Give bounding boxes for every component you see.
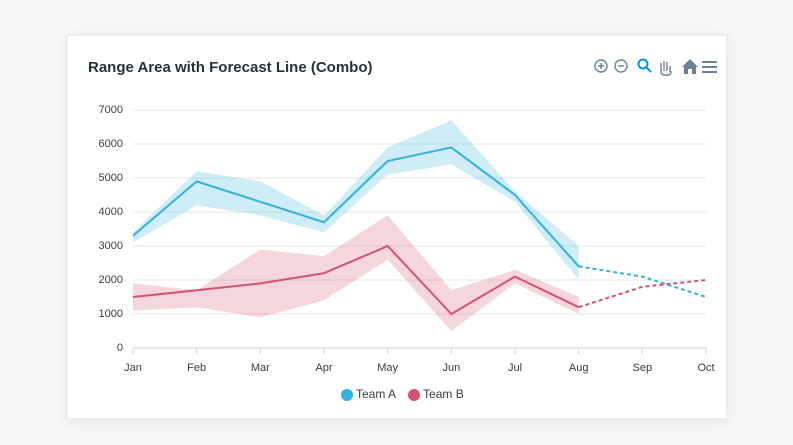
chart-title: Range Area with Forecast Line (Combo) (88, 59, 372, 76)
y-tick-label: 4000 (99, 206, 123, 218)
menu[interactable] (702, 61, 717, 73)
legend-marker (408, 389, 421, 401)
x-tick-label: Feb (187, 362, 206, 374)
x-tick-label: Mar (251, 362, 270, 374)
x-tick-label: May (377, 362, 398, 374)
line (132, 244, 580, 316)
y-tick-label: 5000 (99, 172, 123, 184)
reset[interactable] (682, 59, 698, 74)
zoom-out[interactable] (614, 59, 628, 73)
card (66, 34, 728, 420)
forecast-line (578, 279, 707, 309)
y-tick-label: 1000 (99, 308, 123, 320)
legend-label: Team A (356, 387, 396, 401)
range-area (133, 215, 579, 331)
zoom-in[interactable] (594, 59, 608, 73)
legend-marker (341, 389, 353, 401)
x-tick-label: Jun (442, 362, 460, 374)
x-tick-label: Apr (315, 362, 332, 374)
y-tick-label: 2000 (99, 274, 123, 286)
x-tick-label: Oct (697, 362, 714, 374)
x-tick-label: Jan (124, 362, 142, 374)
line (132, 146, 580, 268)
x-tick-label: Jul (508, 362, 522, 374)
y-tick-label: 3000 (99, 240, 123, 252)
zoom-select[interactable] (637, 58, 652, 73)
y-tick-label: 6000 (99, 138, 123, 150)
y-tick-label: 7000 (99, 104, 123, 116)
forecast-line (578, 265, 707, 298)
toolbar (594, 58, 717, 76)
pan[interactable] (660, 61, 672, 76)
y-tick-label: 0 (117, 342, 123, 354)
legend-label: Team B (423, 387, 464, 401)
x-tick-label: Sep (633, 362, 653, 374)
x-tick-label: Aug (569, 362, 589, 374)
